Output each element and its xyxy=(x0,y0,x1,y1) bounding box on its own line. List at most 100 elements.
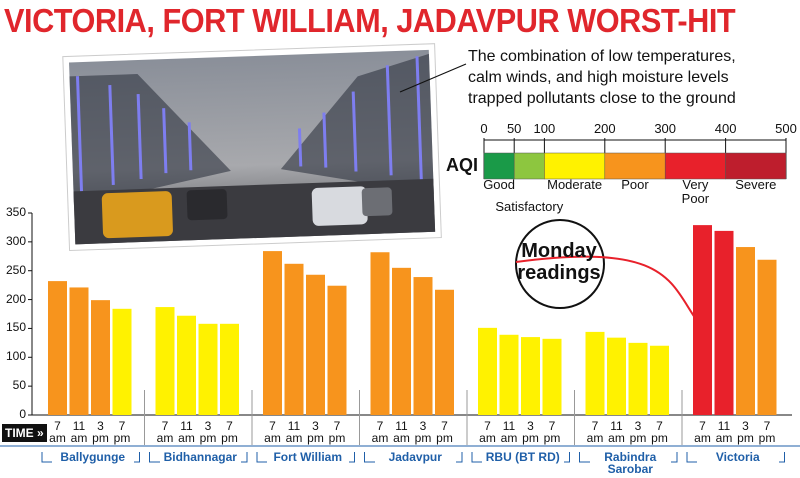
aqi-tick-label: 0 xyxy=(480,121,488,136)
y-tick-label: 200 xyxy=(5,291,26,306)
aqi-band xyxy=(544,152,606,180)
x-tick-label: 7 pm xyxy=(543,419,561,445)
bar xyxy=(392,267,411,415)
y-tick-label: 150 xyxy=(5,320,26,335)
category-label: Jadavpur xyxy=(374,451,456,463)
x-tick-label: 7 pm xyxy=(651,419,668,445)
x-tick-label: 3 pm xyxy=(414,419,432,445)
aqi-tick-label: 200 xyxy=(593,121,616,136)
category-label: Bidhannagar xyxy=(159,451,241,463)
x-tick-label: 3 pm xyxy=(737,419,754,445)
aqi-band xyxy=(664,152,726,180)
y-tick-label: 350 xyxy=(5,205,26,219)
aqi-tick-label: 400 xyxy=(714,121,737,136)
category-label: Fort William xyxy=(267,451,349,463)
annotation-line: The combination of low temperatures, xyxy=(468,48,736,65)
aqi-band-label: Severe xyxy=(735,177,777,192)
y-tick-label: 0 xyxy=(19,407,26,421)
x-tick-label: 7 am xyxy=(264,419,281,445)
annotation-line: trapped pollutants close to the ground xyxy=(468,90,736,107)
x-tick-label: 3 pm xyxy=(92,419,109,445)
x-tick-label: 3 pm xyxy=(199,419,217,445)
category-label: Ballygunge xyxy=(52,451,134,463)
bar xyxy=(628,342,648,415)
x-axis-label-text: TIME xyxy=(5,426,34,440)
bar xyxy=(736,247,755,415)
aqi-band-label: Moderate xyxy=(547,177,603,192)
aqi-band xyxy=(513,152,545,180)
title: VICTORIA, FORT WILLIAM, JADAVPUR WORST-H… xyxy=(4,2,736,39)
bar xyxy=(499,334,519,415)
x-tick-label: 7 pm xyxy=(436,419,453,445)
category-label: Victoria xyxy=(697,451,779,463)
x-tick-label: 11 am xyxy=(500,419,518,445)
callout: Monday readings xyxy=(517,240,601,284)
bar xyxy=(69,287,89,415)
bar xyxy=(220,323,239,415)
bar xyxy=(370,252,390,415)
x-tick-label: 7 am xyxy=(49,419,66,445)
x-tick-label: 11 am xyxy=(285,419,303,445)
bar xyxy=(693,225,712,415)
aqi-band-label: Very Poor xyxy=(681,177,710,206)
aqi-band xyxy=(725,152,787,180)
category-label: RBU (BT RD) xyxy=(482,451,564,463)
bar xyxy=(284,263,304,415)
x-tick-label: 3 pm xyxy=(522,419,539,445)
bar xyxy=(435,289,454,415)
x-tick-label: 7 am xyxy=(694,419,711,445)
bar xyxy=(112,308,132,415)
aqi-tick-label: 100 xyxy=(533,121,556,136)
x-tick-label: 11 am xyxy=(70,419,88,445)
y-tick-label: 100 xyxy=(5,349,26,364)
x-tick-label: 7 am xyxy=(371,419,389,445)
bar xyxy=(521,337,540,415)
x-tick-label: 11 am xyxy=(178,419,195,445)
x-tick-label: 7 pm xyxy=(758,419,776,445)
aqi-band xyxy=(483,152,515,180)
bar xyxy=(327,285,347,415)
bar xyxy=(413,277,433,415)
x-tick-label: 3 pm xyxy=(629,419,647,445)
aqi-band-label: Good xyxy=(483,177,515,192)
y-tick-label: 50 xyxy=(12,378,26,393)
y-tick-label: 250 xyxy=(5,262,26,277)
annotation-line: calm winds, and high moisture levels xyxy=(468,69,729,86)
aqi-label: AQI xyxy=(446,155,479,175)
photo xyxy=(62,43,442,252)
bar xyxy=(478,327,497,415)
bar xyxy=(306,274,325,415)
bar xyxy=(650,345,669,415)
aqi-tick-label: 50 xyxy=(506,121,522,136)
aqi-band xyxy=(604,152,666,180)
y-tick-label: 300 xyxy=(5,233,26,248)
x-tick-label: 7 am xyxy=(156,419,174,445)
callout-arrow xyxy=(515,255,705,331)
x-tick-label: 7 pm xyxy=(113,419,131,445)
aqi-band-label: Poor xyxy=(621,177,649,192)
x-tick-label: 7 pm xyxy=(328,419,346,445)
bar xyxy=(585,331,605,415)
bar xyxy=(155,307,175,415)
aqi-tick-label: 500 xyxy=(775,121,797,136)
x-tick-label: 7 pm xyxy=(221,419,238,445)
aqi-band-label: Satisfactory xyxy=(495,199,564,214)
x-tick-label: 7 am xyxy=(479,419,496,445)
x-tick-label: 7 am xyxy=(586,419,604,445)
callout-circle xyxy=(515,219,605,309)
pointer xyxy=(399,63,467,93)
x-tick-label: 3 pm xyxy=(307,419,324,445)
bar xyxy=(91,300,110,415)
x-tick-label: 11 am xyxy=(608,419,625,445)
aqi-tick-label: 300 xyxy=(654,121,677,136)
bar xyxy=(757,259,777,415)
bar xyxy=(263,251,282,415)
bar xyxy=(542,338,562,415)
bar xyxy=(714,230,734,415)
bar xyxy=(607,337,626,415)
bar xyxy=(177,315,196,415)
x-tick-label: 11 am xyxy=(715,419,733,445)
bar xyxy=(48,281,67,415)
